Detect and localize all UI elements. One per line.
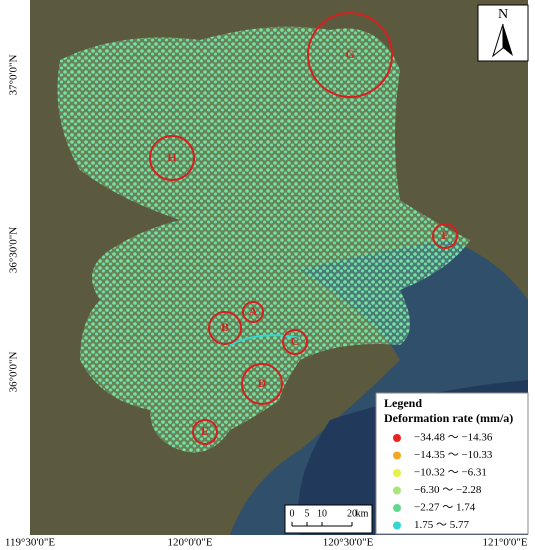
lat-label: 36°0'0"N bbox=[8, 352, 20, 393]
north-label: N bbox=[498, 7, 508, 22]
scale-tick: 10 bbox=[317, 508, 327, 519]
site-circle bbox=[149, 135, 195, 181]
legend-label: −2.27 ～ 1.74 bbox=[414, 502, 476, 514]
site-label: E bbox=[201, 424, 209, 438]
lon-label: 121°0'0"E bbox=[482, 537, 527, 549]
site-circle bbox=[208, 311, 242, 345]
legend-swatch bbox=[393, 434, 401, 442]
lat-label: 36°30'0"N bbox=[8, 227, 20, 273]
legend: Legend Deformation rate (mm/a) bbox=[375, 392, 529, 535]
site-label: H bbox=[167, 150, 177, 164]
legend-label: −10.32 ～ −6.31 bbox=[414, 467, 487, 479]
legend-swatch bbox=[393, 521, 401, 530]
lon-label: 120°0'0"E bbox=[167, 537, 212, 549]
legend-swatch bbox=[393, 469, 401, 477]
legend-swatch bbox=[393, 486, 401, 495]
legend-label: −6.30 ～ −2.28 bbox=[414, 484, 482, 496]
scale-tick: 0 bbox=[290, 508, 295, 519]
site-circle bbox=[282, 329, 308, 355]
legend-label: −34.48 ～ −14.36 bbox=[414, 432, 493, 444]
north-arrow: N bbox=[477, 4, 529, 62]
site-circle bbox=[432, 223, 458, 249]
site-circle bbox=[241, 363, 283, 405]
scale-bar: km bbox=[284, 504, 373, 534]
legend-swatch bbox=[393, 504, 401, 512]
scale-tick: 20 bbox=[347, 508, 357, 519]
site-circle bbox=[242, 301, 264, 323]
site-label: F bbox=[441, 228, 448, 242]
legend-subtitle: Deformation rate (mm/a) bbox=[384, 411, 513, 425]
site-label: G bbox=[345, 47, 354, 61]
site-label: D bbox=[258, 376, 267, 390]
site-label: C bbox=[291, 334, 300, 348]
scale-tick: 5 bbox=[305, 508, 310, 519]
site-circle bbox=[192, 419, 218, 445]
site-label: B bbox=[221, 320, 229, 334]
legend-swatch bbox=[393, 451, 401, 460]
site-circle bbox=[307, 12, 393, 98]
lon-label: 119°30'0"E bbox=[5, 537, 55, 549]
scale-unit: km bbox=[356, 508, 369, 519]
legend-label: −14.35 ～ −10.33 bbox=[414, 449, 493, 461]
legend-label: 1.75 ～ 5.77 bbox=[414, 519, 469, 531]
legend-title: Legend bbox=[384, 396, 422, 410]
site-label: A bbox=[249, 304, 258, 318]
lat-label: 37°0'0"N bbox=[8, 55, 20, 96]
lon-label: 120°30'0"E bbox=[323, 537, 374, 549]
